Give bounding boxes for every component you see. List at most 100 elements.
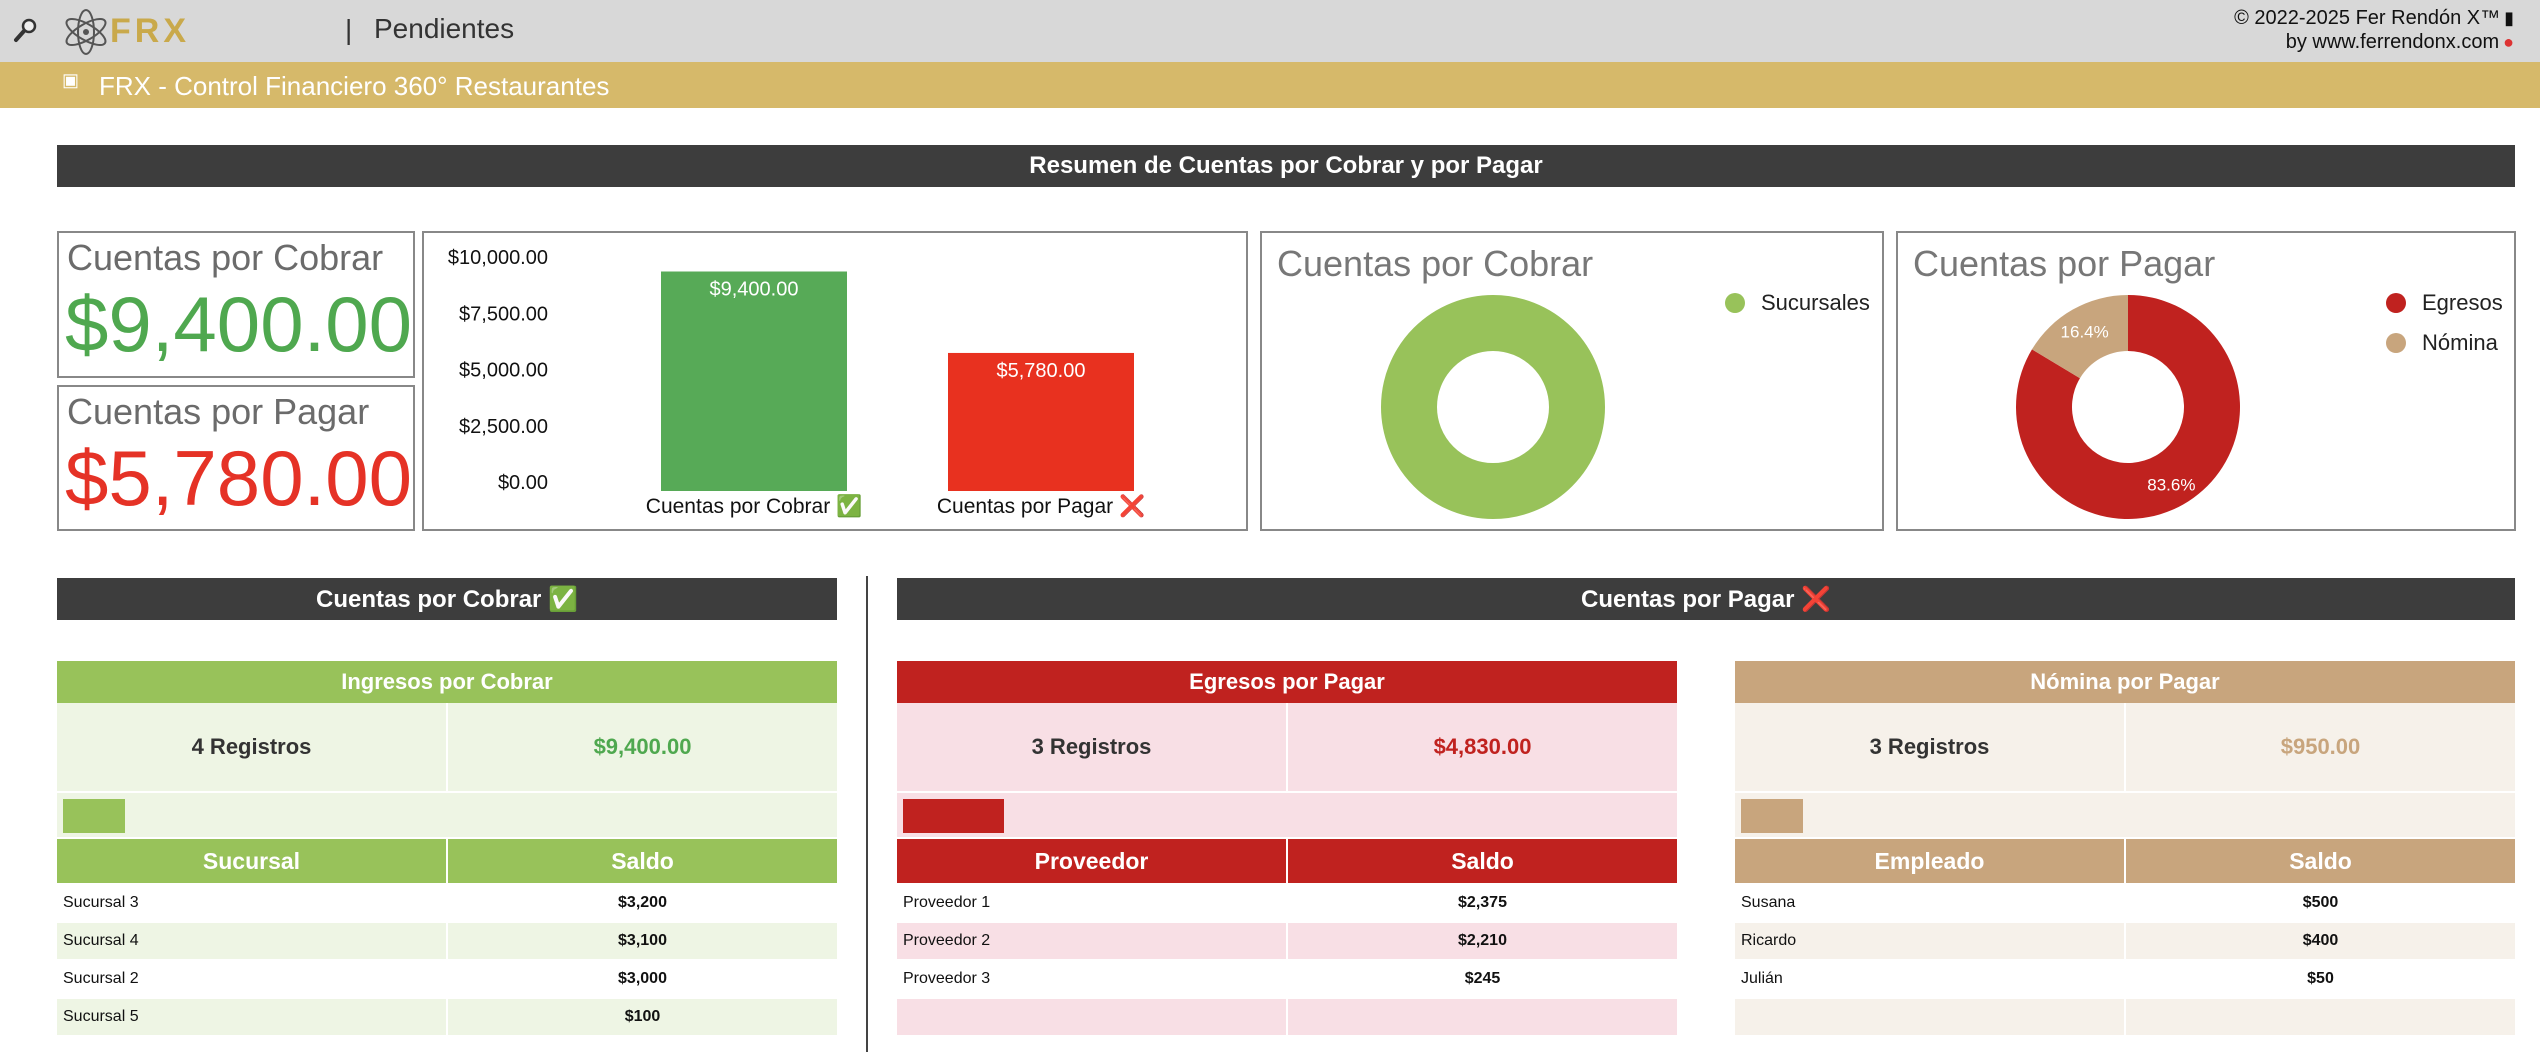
table-row[interactable] [1735, 999, 2515, 1035]
bar-0 [661, 271, 847, 491]
cobrar-section-header: Cuentas por Cobrar ✅ [57, 578, 837, 620]
app-bar: ▣ FRX - Control Financiero 360° Restaura… [0, 62, 2540, 108]
bar-chart-panel: $10,000.00 $7,500.00 $5,000.00 $2,500.00 $0.… [422, 231, 1248, 531]
table-row[interactable]: Ricardo $400 [1735, 923, 2515, 959]
search-icon[interactable] [12, 16, 40, 44]
row-saldo: $2,375 [1458, 894, 1507, 911]
copyright-line-2[interactable]: by www.ferrendonx.com [2285, 31, 2500, 53]
table-row[interactable]: Sucursal 2 $3,000 [57, 961, 837, 997]
row-name: Sucursal 4 [63, 932, 139, 949]
total-amount: $4,830.00 [1288, 703, 1677, 791]
row-saldo: $2,210 [1458, 932, 1507, 949]
row-name: Susana [1741, 894, 1796, 911]
progress-track [1735, 793, 2515, 837]
donut-slice-0 [2016, 295, 2240, 519]
page-title: Pendientes [374, 13, 515, 44]
row-divider [1286, 961, 1288, 997]
bar-chart: $10,000.00 $7,500.00 $5,000.00 $2,500.00 $0.… [448, 247, 1145, 519]
legend-label: Egresos [2422, 290, 2503, 315]
y-tick-label: $7,500.00 [459, 303, 548, 325]
y-tick-label: $5,000.00 [459, 360, 548, 382]
table-row[interactable]: Proveedor 1 $2,375 [897, 885, 1677, 921]
nomina-table: Nómina por Pagar 3 Registros $950.00 Emplea… [1735, 661, 2515, 1052]
column-header[interactable]: Sucursal [57, 839, 446, 883]
total-amount: $9,400.00 [448, 703, 837, 791]
row-name: Julián [1741, 970, 1783, 987]
legend-label: Nómina [2422, 330, 2499, 355]
column-header[interactable]: Saldo [1288, 839, 1677, 883]
row-divider [446, 923, 448, 959]
cell-divider [1286, 703, 1288, 793]
donut-pagar-title: Cuentas por Pagar [1913, 243, 2216, 284]
row-divider [2124, 885, 2126, 921]
table-row[interactable]: Proveedor 3 $245 [897, 961, 1677, 997]
legend-label: Sucursales [1761, 290, 1870, 315]
row-saldo: $50 [2307, 970, 2334, 987]
donut-data-label: 83.6% [2147, 476, 2195, 495]
y-tick-label: $10,000.00 [448, 247, 548, 269]
row-saldo: $400 [2302, 932, 2339, 949]
row-name: Proveedor 3 [903, 970, 991, 987]
table-row[interactable] [897, 999, 1677, 1035]
table-title: Egresos por Pagar [897, 661, 1677, 703]
app-title: FRX - Control Financiero 360° Restaurant… [99, 71, 610, 101]
row-name: Ricardo [1741, 932, 1797, 949]
egresos-table: Egresos por Pagar 3 Registros $4,830.00 Pro… [897, 661, 1677, 1052]
column-header[interactable]: Saldo [448, 839, 837, 883]
kpi-cobrar-value: $9,400.00 [65, 280, 413, 368]
table-title: Nómina por Pagar [1735, 661, 2515, 703]
donut-pagar-panel: Cuentas por Pagar 83.6% 16.4% Egresos Nómin… [1896, 231, 2516, 531]
row-divider [1286, 999, 1288, 1035]
column-header[interactable]: Empleado [1735, 839, 2124, 883]
table-row[interactable]: Sucursal 3 $3,200 [57, 885, 837, 921]
row-name: Sucursal 5 [63, 1008, 139, 1025]
column-header[interactable]: Saldo [2126, 839, 2515, 883]
row-saldo: $3,000 [618, 970, 667, 987]
title-separator: | [345, 14, 353, 45]
table-row[interactable]: Susana $500 [1735, 885, 2515, 921]
row-divider [446, 961, 448, 997]
record-count: 3 Registros [897, 703, 1286, 791]
progress-fill [903, 799, 1004, 833]
summary-header: Resumen de Cuentas por Cobrar y por Paga… [57, 145, 2515, 187]
row-saldo: $245 [1464, 970, 1501, 987]
table-row[interactable]: Proveedor 2 $2,210 [897, 923, 1677, 959]
phone-icon: ▮ [2504, 8, 2514, 28]
bar-data-label: $9,400.00 [710, 279, 799, 301]
table-row[interactable]: Julián $50 [1735, 961, 2515, 997]
pin-icon: ● [2503, 32, 2514, 52]
kpi-cobrar: Cuentas por Cobrar $9,400.00 [57, 231, 415, 378]
table-row[interactable]: Sucursal 4 $3,100 [57, 923, 837, 959]
kpi-cobrar-label: Cuentas por Cobrar [67, 237, 384, 278]
table-row[interactable]: Sucursal 5 $100 [57, 999, 837, 1035]
donut-pagar-chart: 83.6% 16.4% Egresos Nómina [2016, 290, 2503, 519]
pagar-section-header: Cuentas por Pagar ❌ [897, 578, 2515, 620]
kpi-pagar-label: Cuentas por Pagar [67, 391, 370, 432]
atom-logo-icon[interactable] [64, 6, 204, 58]
dashboard-icon: ▣ [62, 70, 80, 90]
donut-slice-0 [1381, 295, 1605, 519]
row-divider [2124, 961, 2126, 997]
row-saldo: $500 [2302, 894, 2339, 911]
row-divider [446, 885, 448, 921]
total-amount: $950.00 [2126, 703, 2515, 791]
row-divider [1286, 885, 1288, 921]
top-bar: FRX | Pendientes © 2022-2025 Fer Rendón … [0, 0, 2540, 62]
donut-data-label: 16.4% [2061, 322, 2109, 341]
row-name: Proveedor 1 [903, 894, 991, 911]
progress-fill [63, 799, 125, 833]
ingresos-table: Ingresos por Cobrar 4 Registros $9,400.00 S… [57, 661, 837, 1052]
cell-divider [2124, 703, 2126, 793]
bar-data-label: $5,780.00 [997, 360, 1086, 382]
progress-track [897, 793, 1677, 837]
y-tick-label: $2,500.00 [459, 416, 548, 438]
row-divider [2124, 999, 2126, 1035]
row-saldo: $100 [624, 1008, 661, 1025]
donut-cobrar-title: Cuentas por Cobrar [1277, 243, 1594, 284]
row-divider [446, 999, 448, 1035]
column-header[interactable]: Proveedor [897, 839, 1286, 883]
x-category-label: Cuentas por Pagar ❌ [937, 493, 1145, 519]
y-tick-label: $0.00 [498, 472, 548, 494]
legend-swatch [2386, 333, 2406, 353]
table-title: Ingresos por Cobrar [57, 661, 837, 703]
